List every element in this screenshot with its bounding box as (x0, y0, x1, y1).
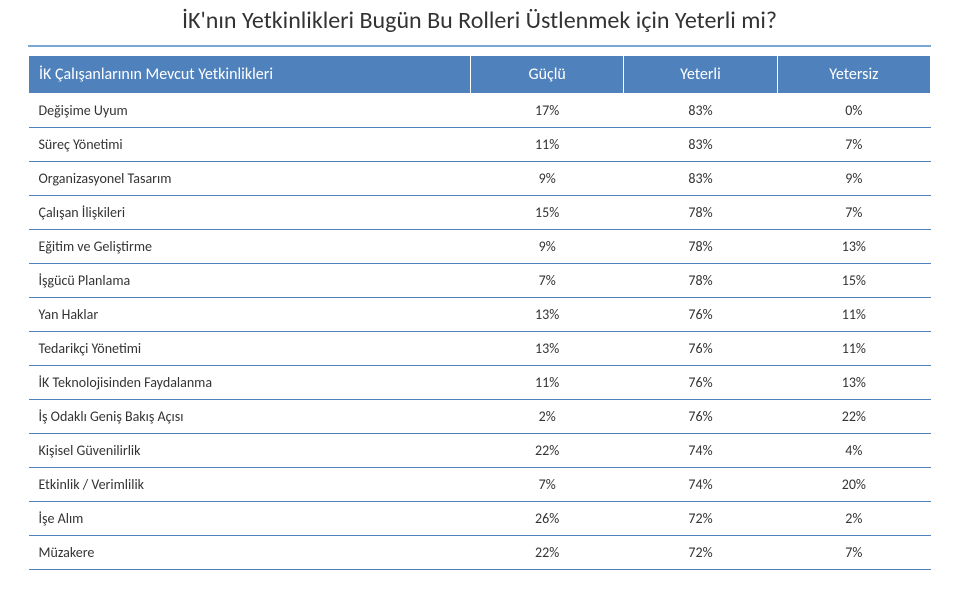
table-row: Etkinlik / Verimlilik7%74%20% (29, 468, 931, 502)
row-label: İşgücü Planlama (29, 264, 471, 298)
cell-value: 11% (470, 366, 623, 400)
table-row: Organizasyonel Tasarım9%83%9% (29, 162, 931, 196)
cell-value: 76% (624, 366, 777, 400)
table-row: Çalışan İlişkileri15%78%7% (29, 196, 931, 230)
row-label: Süreç Yönetimi (29, 128, 471, 162)
cell-value: 0% (777, 94, 930, 128)
cell-value: 78% (624, 264, 777, 298)
cell-value: 11% (777, 298, 930, 332)
row-label: Değişime Uyum (29, 94, 471, 128)
cell-value: 7% (470, 264, 623, 298)
cell-value: 4% (777, 434, 930, 468)
cell-value: 2% (470, 400, 623, 434)
col-header-strong: Güçlü (470, 56, 623, 94)
cell-value: 13% (777, 230, 930, 264)
cell-value: 76% (624, 332, 777, 366)
col-header-adequate: Yeterli (624, 56, 777, 94)
table-row: Kişisel Güvenilirlik22%74%4% (29, 434, 931, 468)
row-label: Tedarikçi Yönetimi (29, 332, 471, 366)
page-title: İK'nın Yetkinlikleri Bugün Bu Rolleri Üs… (28, 6, 931, 35)
table-row: İş Odaklı Geniş Bakış Açısı2%76%22% (29, 400, 931, 434)
cell-value: 22% (470, 536, 623, 570)
cell-value: 9% (470, 230, 623, 264)
table-row: Tedarikçi Yönetimi13%76%11% (29, 332, 931, 366)
row-label: İşe Alım (29, 502, 471, 536)
cell-value: 13% (470, 332, 623, 366)
cell-value: 83% (624, 162, 777, 196)
table-row: İşe Alım26%72%2% (29, 502, 931, 536)
cell-value: 78% (624, 230, 777, 264)
cell-value: 13% (777, 366, 930, 400)
col-header-label: İK Çalışanlarının Mevcut Yetkinlikleri (29, 56, 471, 94)
cell-value: 11% (470, 128, 623, 162)
competency-table: İK Çalışanlarının Mevcut Yetkinlikleri G… (28, 55, 931, 570)
cell-value: 74% (624, 434, 777, 468)
cell-value: 83% (624, 94, 777, 128)
cell-value: 74% (624, 468, 777, 502)
cell-value: 22% (470, 434, 623, 468)
cell-value: 15% (470, 196, 623, 230)
cell-value: 7% (777, 128, 930, 162)
table-row: Değişime Uyum17%83%0% (29, 94, 931, 128)
cell-value: 13% (470, 298, 623, 332)
title-divider (28, 45, 931, 47)
row-label: Etkinlik / Verimlilik (29, 468, 471, 502)
cell-value: 7% (470, 468, 623, 502)
table-row: Süreç Yönetimi11%83%7% (29, 128, 931, 162)
cell-value: 72% (624, 536, 777, 570)
row-label: Kişisel Güvenilirlik (29, 434, 471, 468)
cell-value: 7% (777, 196, 930, 230)
cell-value: 76% (624, 298, 777, 332)
cell-value: 76% (624, 400, 777, 434)
cell-value: 15% (777, 264, 930, 298)
table-row: Yan Haklar13%76%11% (29, 298, 931, 332)
cell-value: 7% (777, 536, 930, 570)
cell-value: 11% (777, 332, 930, 366)
row-label: Çalışan İlişkileri (29, 196, 471, 230)
table-row: Eğitim ve Geliştirme9%78%13% (29, 230, 931, 264)
cell-value: 9% (777, 162, 930, 196)
cell-value: 20% (777, 468, 930, 502)
row-label: İK Teknolojisinden Faydalanma (29, 366, 471, 400)
cell-value: 83% (624, 128, 777, 162)
cell-value: 78% (624, 196, 777, 230)
row-label: Yan Haklar (29, 298, 471, 332)
table-row: İşgücü Planlama7%78%15% (29, 264, 931, 298)
cell-value: 2% (777, 502, 930, 536)
row-label: İş Odaklı Geniş Bakış Açısı (29, 400, 471, 434)
row-label: Eğitim ve Geliştirme (29, 230, 471, 264)
table-header-row: İK Çalışanlarının Mevcut Yetkinlikleri G… (29, 56, 931, 94)
cell-value: 72% (624, 502, 777, 536)
table-row: İK Teknolojisinden Faydalanma11%76%13% (29, 366, 931, 400)
cell-value: 9% (470, 162, 623, 196)
row-label: Müzakere (29, 536, 471, 570)
cell-value: 17% (470, 94, 623, 128)
row-label: Organizasyonel Tasarım (29, 162, 471, 196)
table-row: Müzakere22%72%7% (29, 536, 931, 570)
cell-value: 26% (470, 502, 623, 536)
col-header-inadequate: Yetersiz (777, 56, 930, 94)
cell-value: 22% (777, 400, 930, 434)
